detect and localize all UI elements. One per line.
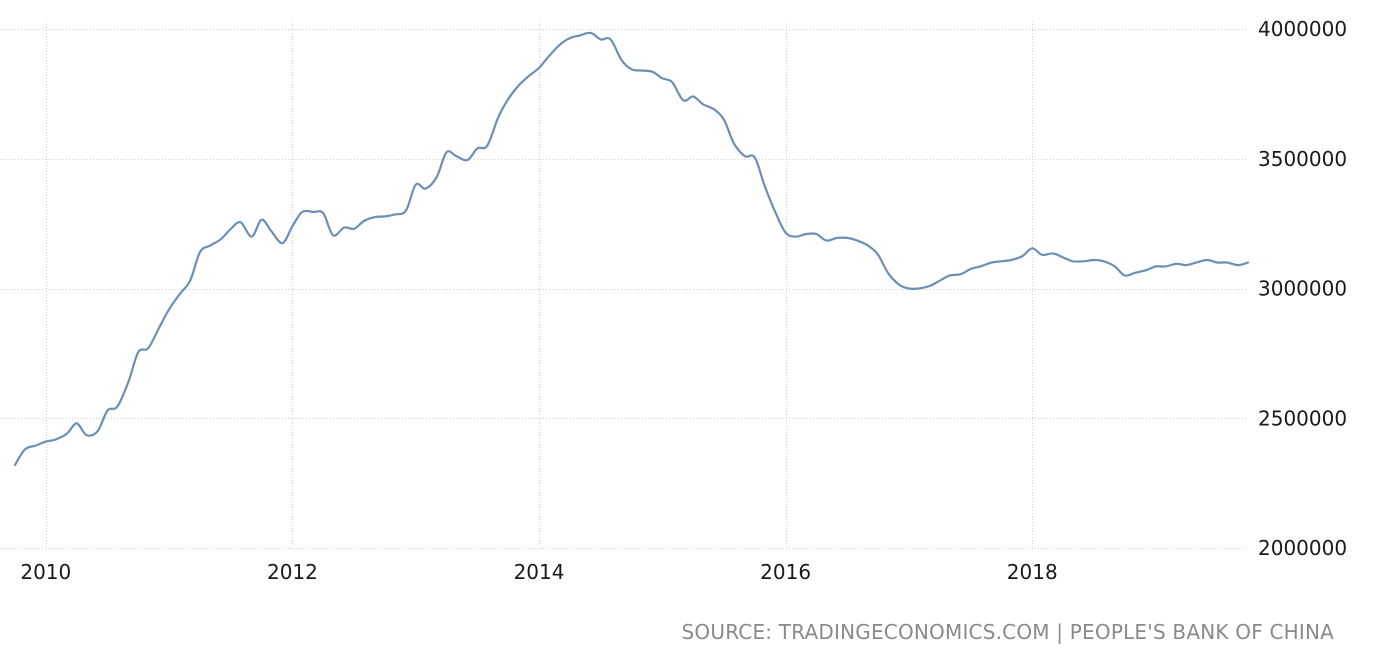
x-tick-label: 2014 (514, 560, 565, 584)
tick-labels: 2000000 2500000 3000000 3500000 4000000 2010 2… (20, 17, 1347, 584)
series-line-0 (13, 31, 1250, 467)
x-tick-label: 2012 (267, 560, 318, 584)
y-tick-label: 2000000 (1258, 536, 1347, 560)
x-tick-label: 2010 (20, 560, 71, 584)
x-tick-label: 2016 (760, 560, 811, 584)
y-tick-label: 3000000 (1258, 277, 1347, 301)
x-tick-label: 2018 (1007, 560, 1058, 584)
grid-lines (0, 21, 1248, 549)
y-tick-label: 4000000 (1258, 17, 1347, 41)
series-layer (13, 31, 1250, 467)
y-tick-label: 2500000 (1258, 406, 1347, 430)
y-tick-label: 3500000 (1258, 147, 1347, 171)
source-label: SOURCE: TRADINGECONOMICS.COM | PEOPLE'S … (681, 620, 1334, 644)
